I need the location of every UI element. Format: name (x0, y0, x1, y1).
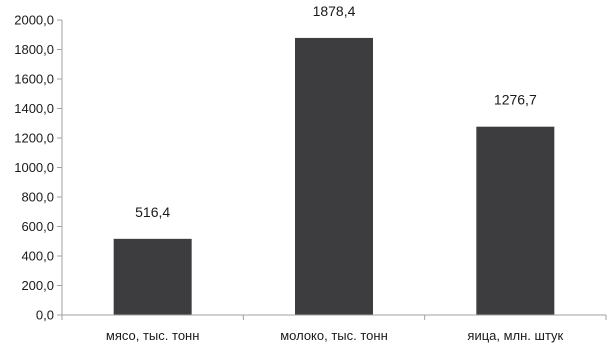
x-axis: мясо, тыс. тонн молоко, тыс. тонн яица, мл… (61, 314, 607, 343)
y-tick-label: 200,0 (21, 278, 54, 293)
y-tick-label: 1200,0 (14, 131, 54, 146)
y-tick-label: 1400,0 (14, 101, 54, 116)
data-label: 516,4 (135, 204, 170, 220)
category-label: мясо, тыс. тонн (106, 328, 200, 343)
y-tick-label: 400,0 (21, 249, 54, 264)
bar (476, 126, 555, 315)
y-tick-label: 1600,0 (14, 72, 54, 87)
category-label: яица, млн. штук (467, 328, 563, 343)
y-axis: 0,0 200,0 400,0 600,0 800,0 1000,0 1200,0 1400,… (14, 13, 63, 323)
y-tick-label: 0,0 (36, 308, 54, 323)
y-tick-label: 1000,0 (14, 160, 54, 175)
category-label: молоко, тыс. тонн (280, 328, 388, 343)
data-label: 1878,4 (313, 3, 356, 19)
data-label: 1276,7 (494, 92, 537, 108)
bar (295, 37, 373, 315)
y-tick-label: 2000,0 (14, 13, 54, 28)
bar (113, 238, 192, 315)
y-tick-label: 600,0 (21, 219, 54, 234)
bars: 516,4 1878,4 1276,7 (113, 3, 555, 315)
y-tick-label: 800,0 (21, 190, 54, 205)
y-tick-label: 1800,0 (14, 42, 54, 57)
